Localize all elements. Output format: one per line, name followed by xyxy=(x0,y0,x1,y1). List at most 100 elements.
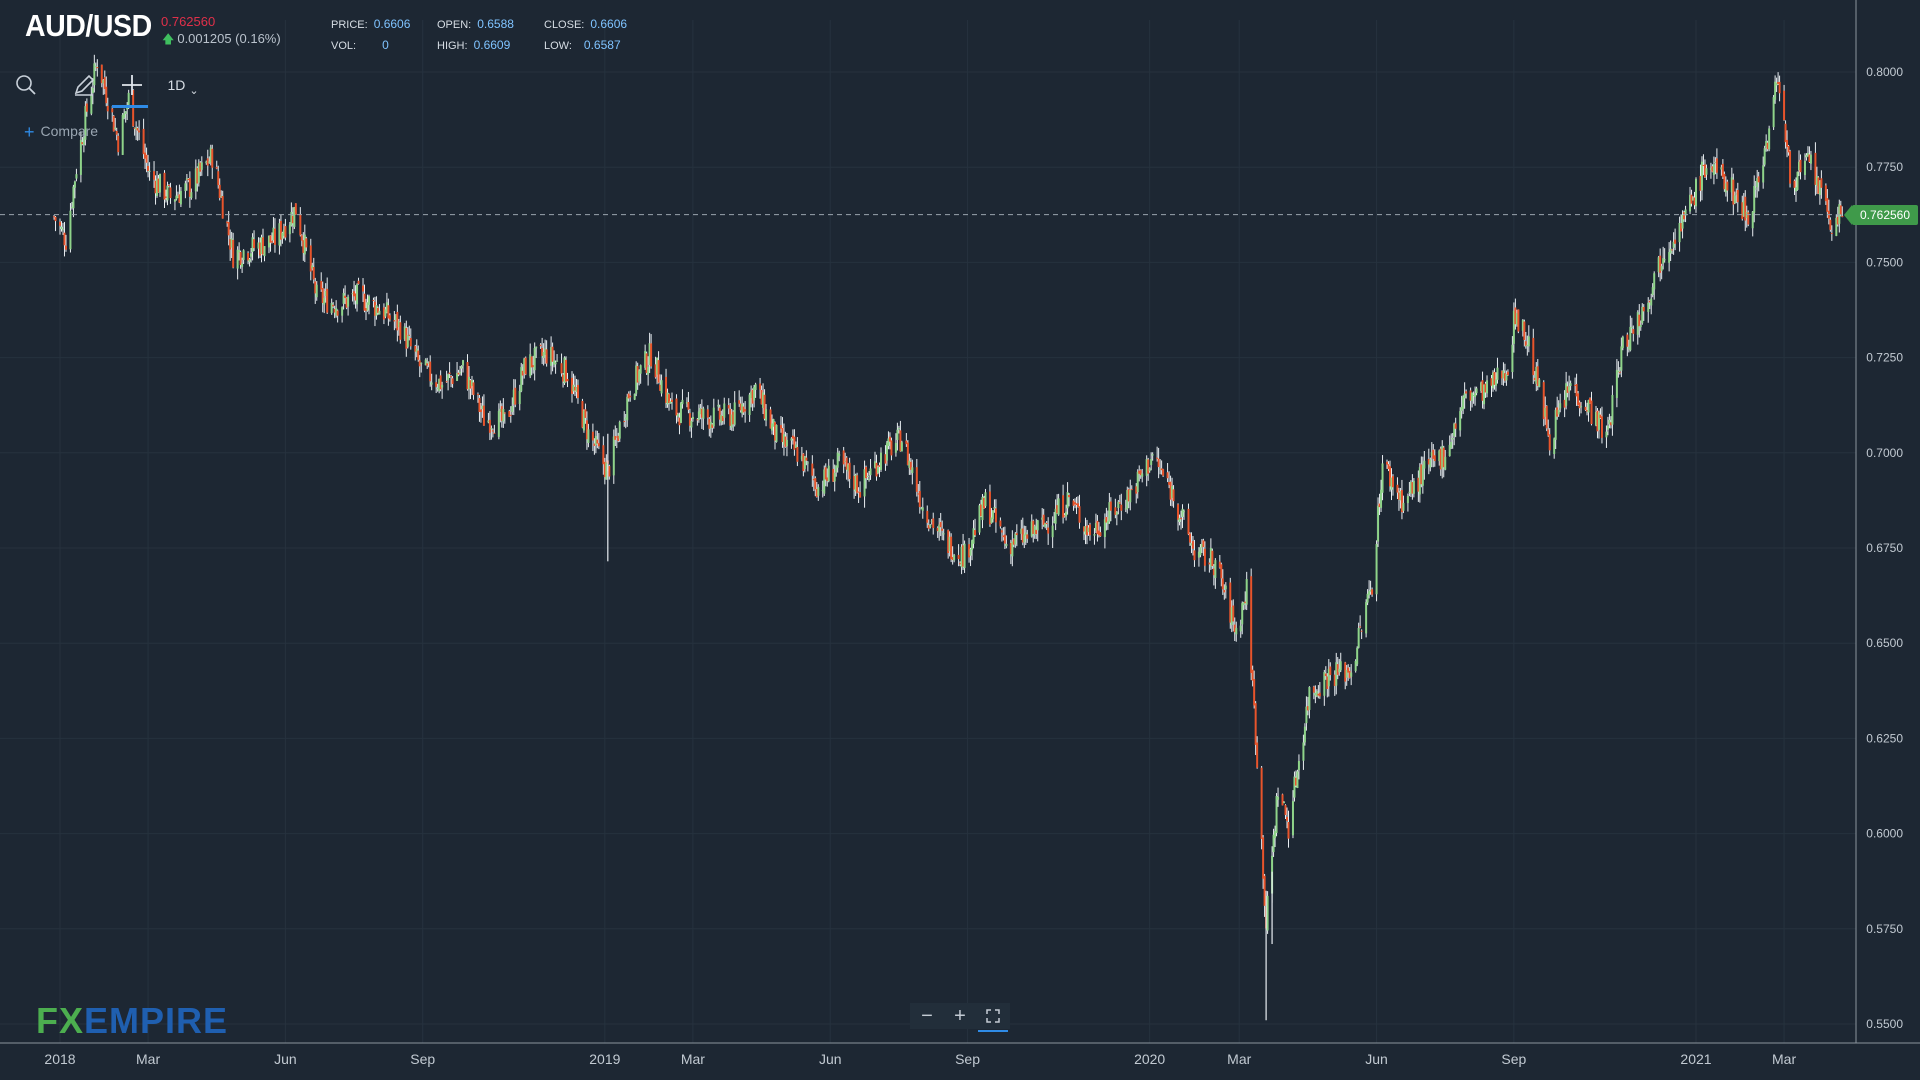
candle-body xyxy=(451,378,454,385)
price-tick-label: 0.6250 xyxy=(1866,731,1903,745)
candle-body xyxy=(1511,344,1514,373)
candle-body xyxy=(1053,521,1056,523)
candle-body xyxy=(1621,336,1624,348)
candle-body xyxy=(823,469,826,494)
candle-body xyxy=(1135,486,1138,494)
candle-body xyxy=(771,423,774,431)
vol-label: VOL: xyxy=(331,40,357,52)
candle-body xyxy=(1150,459,1153,465)
zoom-controls: − + xyxy=(910,1003,1010,1032)
candle-body xyxy=(1671,249,1674,251)
candle-body xyxy=(278,223,281,246)
candle-body xyxy=(1481,380,1484,401)
candle-body xyxy=(221,196,224,219)
candle-body xyxy=(969,549,972,556)
candle-body xyxy=(1275,796,1278,833)
candle-body xyxy=(821,490,824,492)
candle-body xyxy=(167,185,170,187)
candle-body xyxy=(1642,306,1645,312)
candle-body xyxy=(1199,547,1202,556)
candle-body xyxy=(459,371,462,374)
candle-body xyxy=(1754,188,1757,190)
candle-body xyxy=(166,185,169,201)
candle-body xyxy=(539,344,542,347)
price-tick-label: 0.6500 xyxy=(1866,636,1903,650)
candle-body xyxy=(79,139,82,175)
interval-value: 1D xyxy=(167,77,186,93)
candle-body xyxy=(408,334,411,336)
candle-body xyxy=(1463,393,1466,399)
last-price-tag: 0.762560 xyxy=(1844,205,1918,225)
vol-value: 0 xyxy=(382,38,389,52)
candle-body xyxy=(962,545,965,567)
zoom-out-button[interactable]: − xyxy=(921,1004,933,1027)
candle-body xyxy=(1108,502,1111,522)
candle-body xyxy=(1411,482,1414,494)
candle-body xyxy=(1418,467,1421,495)
candle-body xyxy=(1605,431,1608,438)
active-tool-indicator xyxy=(112,105,148,108)
candle-body xyxy=(697,411,700,420)
candle-body xyxy=(1291,801,1294,836)
candle-body xyxy=(1660,266,1663,271)
candle-body xyxy=(541,347,544,356)
compare-button[interactable]: + Compare xyxy=(24,122,98,143)
candle-body xyxy=(817,487,820,496)
crosshair-button[interactable] xyxy=(112,62,152,108)
candle-body xyxy=(1596,410,1599,432)
candle-body xyxy=(951,557,954,561)
fullscreen-button[interactable] xyxy=(978,1003,1008,1032)
draw-button[interactable] xyxy=(64,62,104,108)
candle-body xyxy=(1618,371,1621,373)
candle-body xyxy=(1835,217,1838,236)
candle-body xyxy=(1465,391,1468,394)
candle-body xyxy=(1094,523,1097,531)
price-tick-label: 0.7250 xyxy=(1866,351,1903,365)
candle-body xyxy=(523,358,526,374)
candle-body xyxy=(1369,589,1372,592)
candle-body xyxy=(968,544,971,558)
time-axis[interactable]: 2018 Mar Jun Sep 2019 Mar Jun Sep 2020 Mar Jun Sep 2… xyxy=(44,1051,1796,1067)
candle-body xyxy=(1277,796,1280,800)
candle-body xyxy=(418,360,421,367)
candle-body xyxy=(1538,379,1541,388)
search-button[interactable] xyxy=(6,62,46,108)
candle-body xyxy=(1162,469,1165,476)
candle-body xyxy=(1033,526,1036,535)
candle-body xyxy=(385,302,388,313)
candle-body xyxy=(974,530,977,536)
candle-body xyxy=(1626,334,1629,347)
candle-body xyxy=(648,343,651,366)
candle-body xyxy=(1547,429,1550,436)
candle-body xyxy=(1793,180,1796,188)
candle-body xyxy=(1075,503,1078,505)
candle-body xyxy=(811,463,814,476)
candle-body xyxy=(1444,456,1447,470)
candle-body xyxy=(490,428,493,430)
candle-body xyxy=(1690,194,1693,204)
candle-body xyxy=(1483,384,1486,405)
interval-selector[interactable]: 1D ⌄ xyxy=(158,62,208,108)
candle-body xyxy=(1700,161,1703,191)
candle-body xyxy=(1209,548,1212,567)
candle-body xyxy=(372,299,375,301)
candle-body xyxy=(874,461,877,468)
candle-body xyxy=(499,408,502,412)
zoom-in-button[interactable]: + xyxy=(954,1004,966,1027)
candle-body xyxy=(1632,329,1635,334)
price-axis[interactable]: 0.8000 0.7750 0.7500 0.7250 0.7000 0.6750 0.65… xyxy=(1866,65,1903,1031)
candle-body xyxy=(227,222,230,236)
candle-body xyxy=(1715,158,1718,173)
candle-body xyxy=(800,455,803,460)
candle-body xyxy=(791,435,794,439)
candle-body xyxy=(1339,661,1342,671)
candle-body xyxy=(650,343,653,367)
ohlc-vol: VOL: 0 xyxy=(331,38,389,52)
candle-body xyxy=(1724,183,1727,193)
candle-body xyxy=(466,362,469,390)
candle-body xyxy=(1699,175,1702,191)
candle-body xyxy=(1420,464,1423,485)
time-tick-label: 2019 xyxy=(589,1051,620,1067)
candle-body xyxy=(812,478,815,481)
